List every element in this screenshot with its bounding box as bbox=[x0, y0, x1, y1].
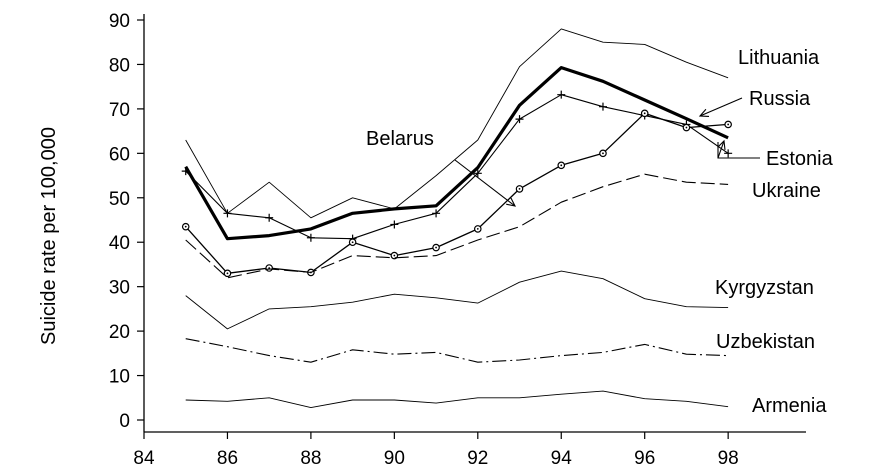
belarus-series-line bbox=[185, 112, 729, 274]
estonia-arrow-head-line-head bbox=[717, 139, 726, 151]
russia-arrow bbox=[699, 97, 743, 117]
y-axis: 0 10 20 30 40 50 60 70 80 90 bbox=[109, 11, 145, 432]
belarus-point-center bbox=[727, 123, 730, 126]
russia-arrow-head bbox=[698, 108, 710, 117]
estonia-arrow-head-line bbox=[717, 140, 725, 159]
kyrgyzstan-series-line bbox=[185, 270, 729, 330]
estonia-point bbox=[306, 233, 315, 242]
estonia-point bbox=[181, 167, 190, 176]
armenia-label: Armenia bbox=[752, 395, 827, 417]
y-tick-label: 30 bbox=[109, 278, 130, 299]
estonia-point bbox=[557, 90, 566, 99]
estonia-point bbox=[265, 213, 274, 222]
ukraine-label: Ukraine bbox=[752, 180, 821, 202]
lithuania-series-line bbox=[185, 28, 729, 219]
lithuania-label: Lithuania bbox=[738, 47, 820, 69]
x-tick-label: 98 bbox=[718, 448, 739, 469]
estonia-point bbox=[598, 102, 607, 111]
russia-label: Russia bbox=[749, 88, 811, 110]
y-tick-label: 40 bbox=[109, 233, 130, 254]
y-tick-label: 0 bbox=[119, 411, 130, 432]
belarus-point-center bbox=[518, 187, 521, 190]
y-tick-label: 50 bbox=[109, 189, 130, 210]
x-tick-group: 84 86 88 90 92 94 96 98 bbox=[133, 432, 739, 469]
y-tick-label: 20 bbox=[109, 322, 130, 343]
belarus-label: Belarus bbox=[366, 128, 434, 150]
x-tick-label: 84 bbox=[133, 448, 155, 469]
kyrgyzstan-label: Kyrgyzstan bbox=[715, 277, 814, 299]
estonia-point bbox=[223, 209, 232, 218]
belarus-point-center bbox=[685, 126, 688, 129]
y-tick-label: 10 bbox=[109, 367, 130, 388]
x-axis: 84 86 88 90 92 94 96 98 bbox=[133, 431, 806, 469]
estonia-point bbox=[390, 220, 399, 229]
estonia-point bbox=[432, 209, 441, 218]
uzbekistan-series-line bbox=[185, 338, 729, 363]
series-labels: Lithuania Russia Belarus Estonia Ukraine Kyrg… bbox=[366, 47, 834, 417]
belarus-point-center bbox=[643, 112, 646, 115]
uzbekistan-label: Uzbekistan bbox=[716, 331, 815, 353]
x-tick-label: 86 bbox=[217, 448, 238, 469]
y-tick-label: 60 bbox=[109, 144, 130, 165]
x-tick-label: 96 bbox=[634, 448, 655, 469]
label-arrows bbox=[454, 97, 760, 207]
estonia-series-line bbox=[185, 94, 729, 240]
x-tick-label: 94 bbox=[551, 448, 573, 469]
russia-series-line bbox=[184, 65, 729, 241]
x-tick-label: 90 bbox=[384, 448, 405, 469]
armenia-series-line bbox=[185, 390, 729, 409]
y-tick-group: 0 10 20 30 40 50 60 70 80 90 bbox=[109, 11, 144, 432]
belarus-point-center bbox=[351, 241, 354, 244]
y-axis-title: Suicide rate per 100,000 bbox=[38, 127, 60, 345]
estonia-point bbox=[724, 149, 733, 158]
ukraine-series-line bbox=[185, 173, 729, 279]
series-layer bbox=[181, 28, 733, 409]
y-tick-label: 90 bbox=[109, 11, 130, 32]
belarus-point-center bbox=[602, 152, 604, 155]
belarus-point-center bbox=[226, 272, 229, 275]
x-tick-label: 88 bbox=[300, 448, 321, 469]
belarus-point-center bbox=[476, 227, 479, 230]
y-tick-label: 80 bbox=[109, 55, 130, 76]
belarus-arrow-head bbox=[506, 197, 517, 207]
estonia-point bbox=[515, 115, 524, 124]
belarus-point-center bbox=[560, 164, 563, 167]
belarus-point-center bbox=[435, 246, 437, 249]
belarus-point-center bbox=[184, 225, 187, 228]
estonia-label: Estonia bbox=[766, 148, 834, 170]
belarus-point-center bbox=[393, 254, 396, 257]
y-tick-label: 70 bbox=[109, 100, 130, 121]
x-tick-label: 92 bbox=[467, 448, 488, 469]
belarus-arrow bbox=[454, 159, 516, 207]
estonia-point bbox=[473, 169, 482, 178]
